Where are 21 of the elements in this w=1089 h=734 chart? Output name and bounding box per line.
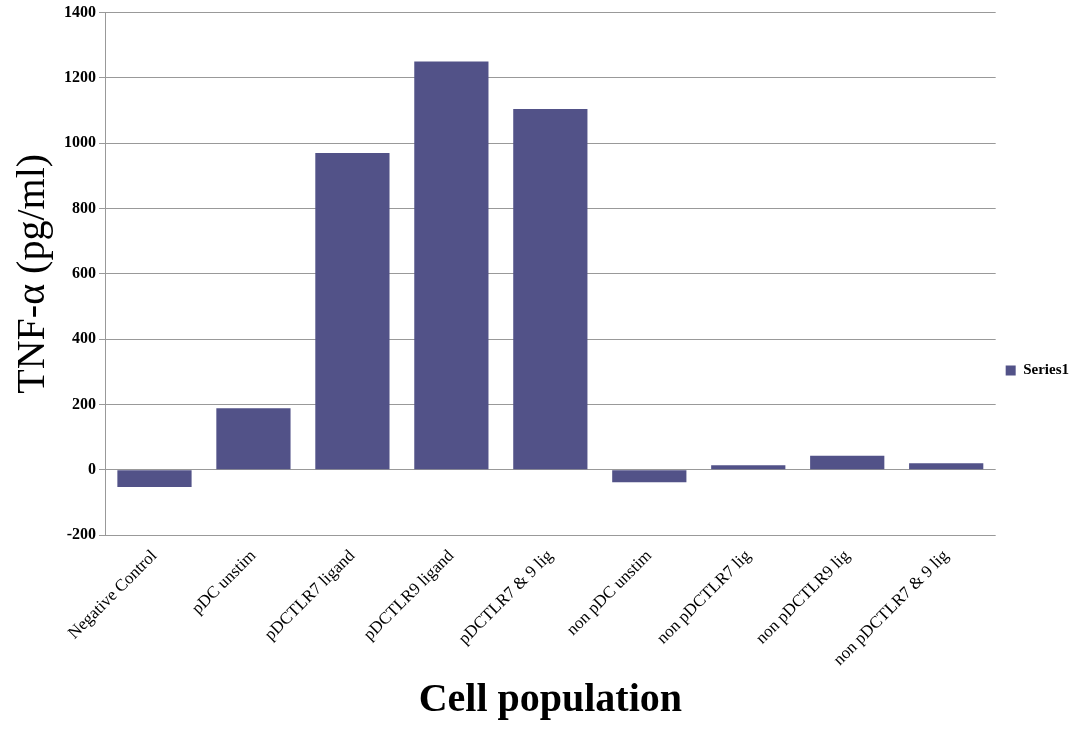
y-tick-label: 800	[72, 198, 96, 216]
bar	[513, 108, 588, 470]
y-tick-label: 0	[88, 459, 96, 477]
bar	[612, 470, 687, 483]
bar	[711, 465, 786, 470]
y-tick-label: 1000	[64, 133, 96, 151]
legend-label: Series1	[1023, 361, 1070, 378]
bar	[117, 470, 192, 488]
bar	[315, 153, 390, 470]
bar	[909, 463, 984, 470]
y-tick-label: 600	[72, 263, 96, 281]
bar	[810, 455, 885, 470]
bar	[414, 61, 489, 470]
bar	[216, 408, 291, 470]
y-tick-label: 1400	[64, 2, 96, 20]
y-tick-label: -200	[66, 525, 96, 543]
y-tick-label: 1200	[64, 68, 96, 86]
y-axis-title: TNF-α (pg/ml)	[7, 153, 53, 394]
y-tick-label: 200	[72, 394, 96, 412]
x-axis-title: Cell population	[418, 675, 683, 721]
y-tick-label: 400	[72, 329, 96, 347]
